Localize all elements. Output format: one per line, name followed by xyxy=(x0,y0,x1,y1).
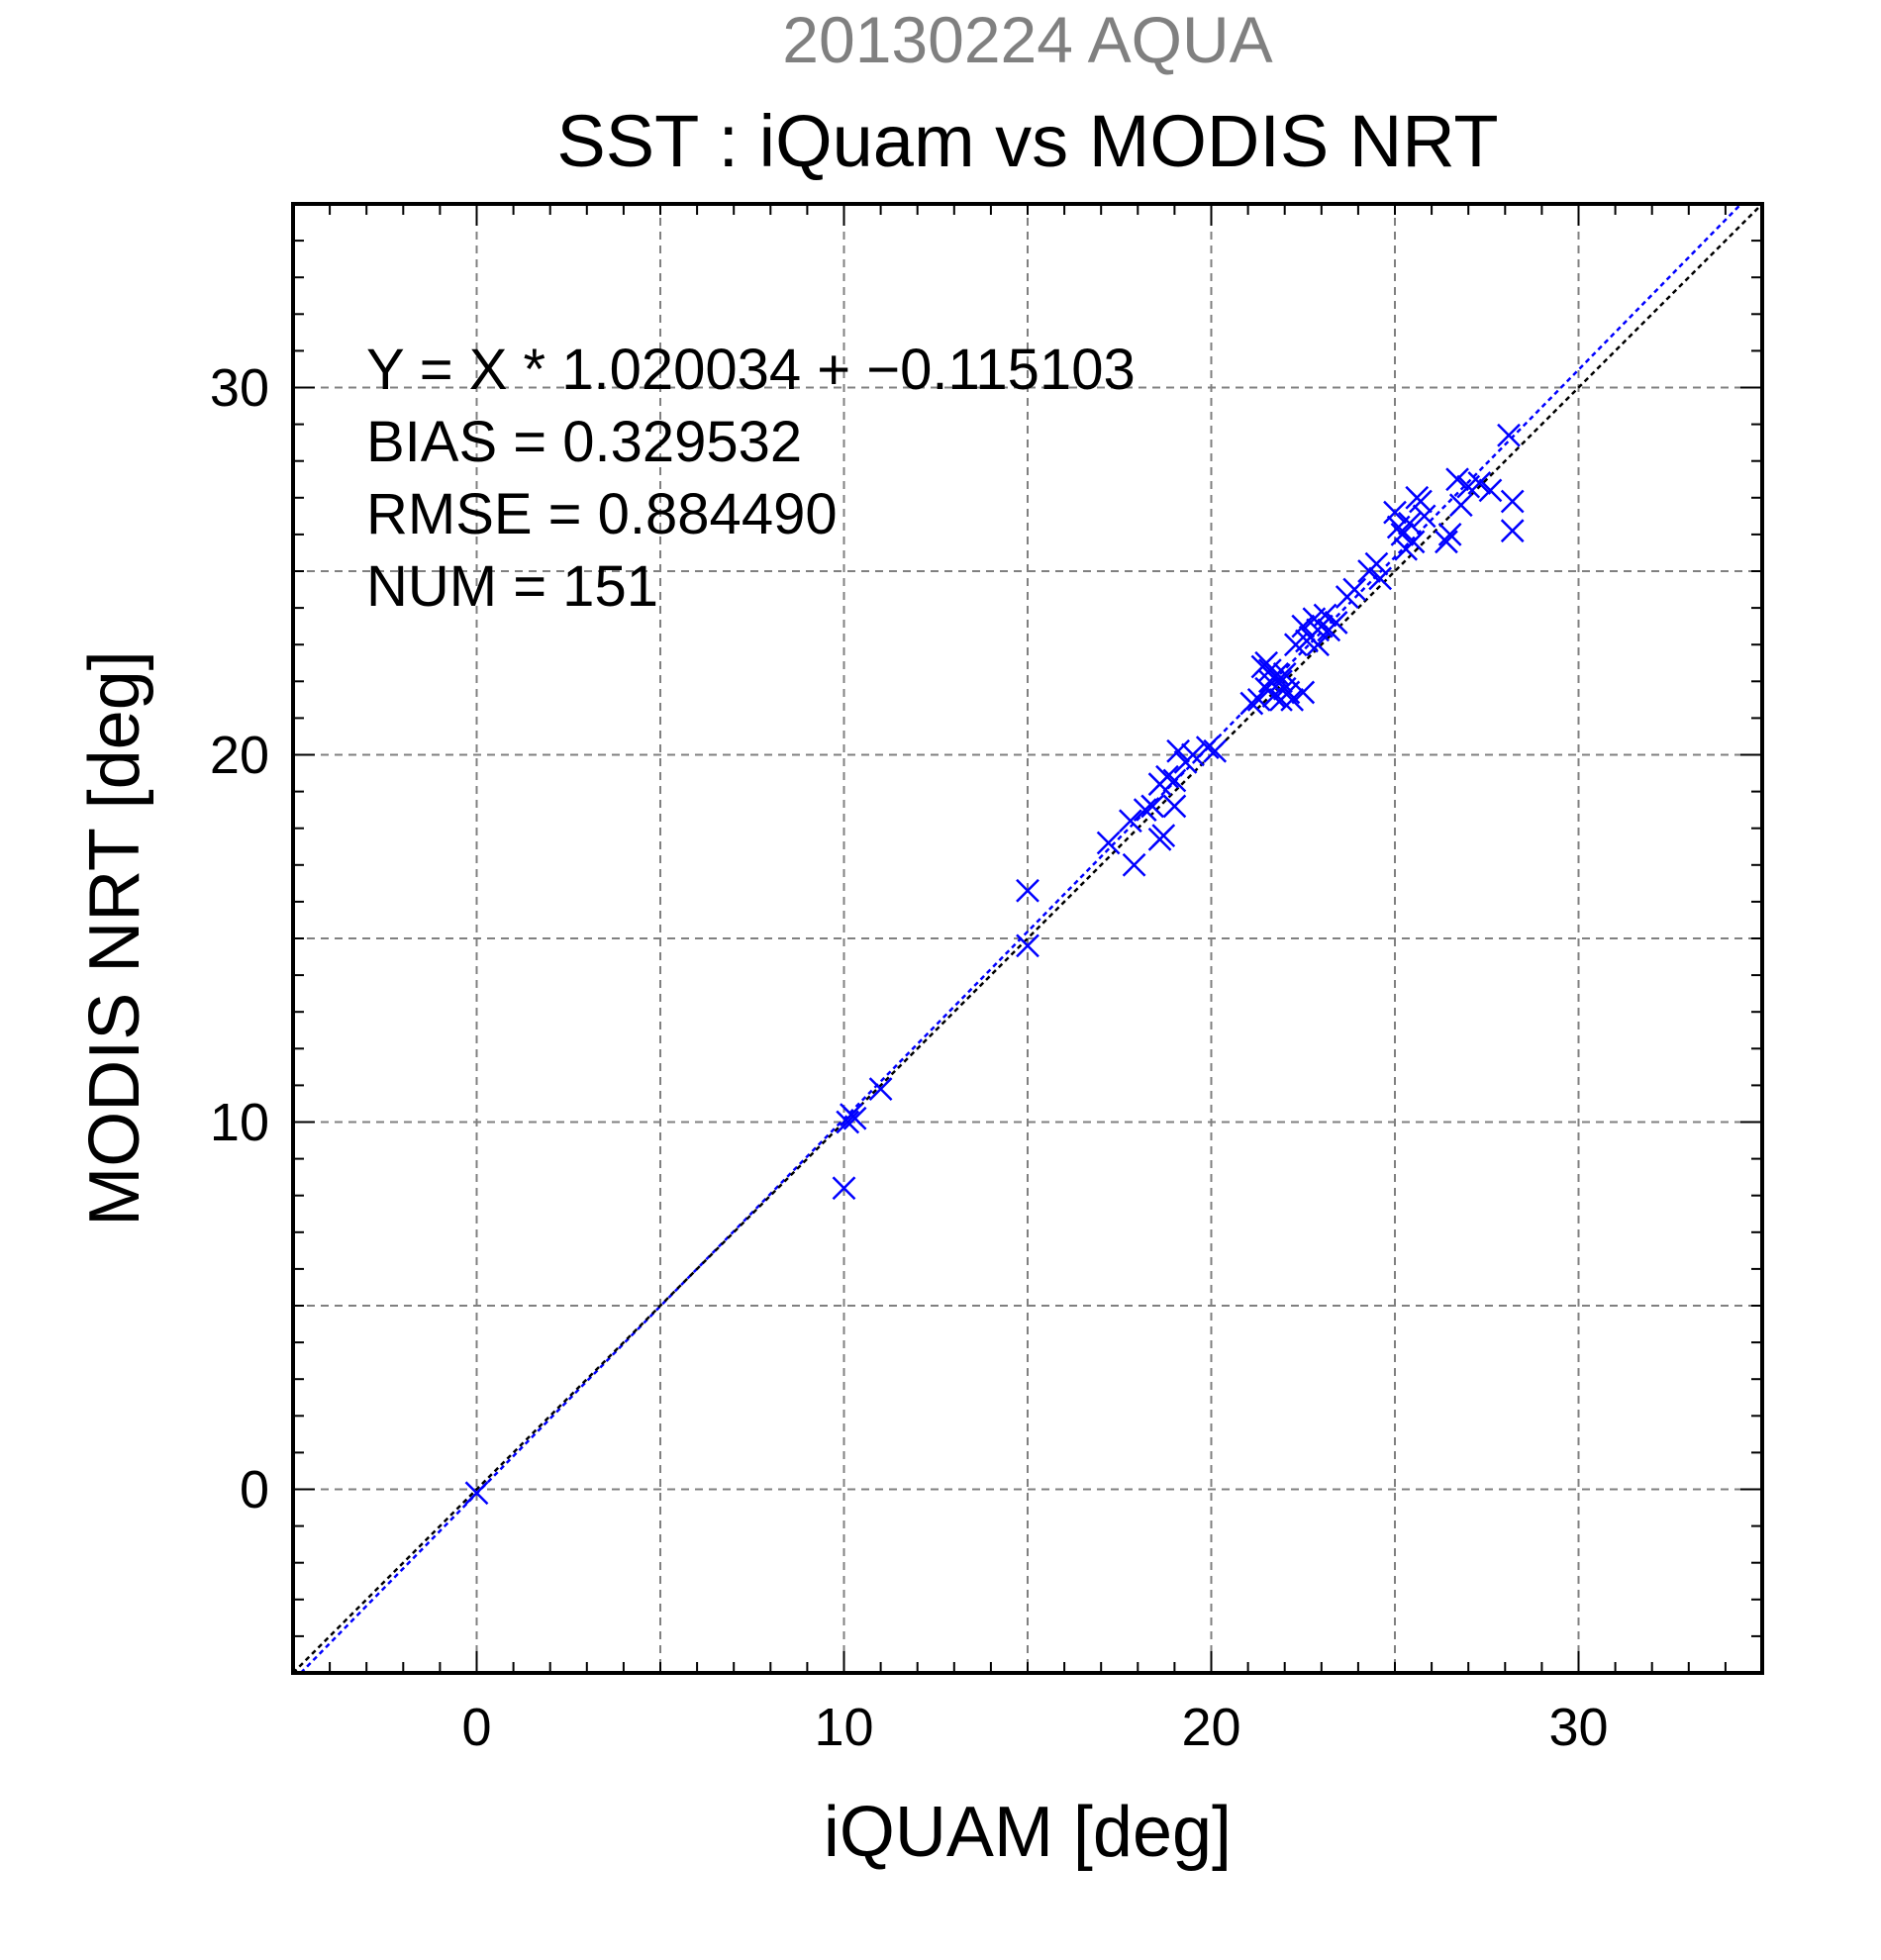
data-point xyxy=(1246,687,1271,712)
data-point xyxy=(1203,738,1228,763)
identity-line xyxy=(292,203,1763,1674)
data-point xyxy=(1265,661,1290,686)
y-axis-label: MODIS NRT [deg] xyxy=(75,650,154,1226)
chart-supertitle: 20130224 AQUA xyxy=(782,3,1272,76)
data-point xyxy=(1342,577,1367,602)
stats-num: NUM = 151 xyxy=(366,554,658,619)
chart-title: SST : iQuam vs MODIS NRT xyxy=(556,100,1498,182)
plot-frame xyxy=(291,202,1764,1675)
data-point xyxy=(1291,614,1316,638)
data-point xyxy=(1448,493,1473,518)
x-tick-label: 0 xyxy=(461,1698,491,1757)
data-point xyxy=(1324,611,1348,635)
data-point xyxy=(1397,511,1422,536)
data-point xyxy=(1096,831,1121,855)
data-point xyxy=(1383,500,1407,525)
data-point xyxy=(1016,933,1040,958)
data-point xyxy=(1390,523,1415,546)
data-point xyxy=(1162,794,1187,819)
data-point xyxy=(1368,566,1393,591)
data-point xyxy=(842,1106,867,1130)
data-point xyxy=(1313,603,1337,628)
data-point xyxy=(1195,735,1220,759)
x-tick-labels: 0 10 20 30 xyxy=(461,1698,1608,1757)
grid xyxy=(293,204,1762,1673)
stats-bias: BIAS = 0.329532 xyxy=(366,410,802,474)
data-point xyxy=(1500,489,1525,514)
x-tick-label: 30 xyxy=(1548,1698,1608,1757)
data-point xyxy=(868,1077,893,1101)
data-point xyxy=(1122,852,1146,877)
data-point xyxy=(1272,661,1297,686)
data-point xyxy=(1306,633,1330,657)
data-point xyxy=(1435,530,1458,554)
y-tick-label: 10 xyxy=(210,1093,269,1152)
data-point xyxy=(1497,423,1521,447)
data-point xyxy=(1118,809,1142,833)
data-point xyxy=(1133,798,1157,823)
data-point xyxy=(1166,738,1190,763)
data-point xyxy=(1364,551,1389,576)
y-tick-label: 20 xyxy=(210,726,269,785)
data-point xyxy=(1500,519,1525,543)
y-tick-label: 0 xyxy=(240,1460,269,1519)
data-point xyxy=(1280,687,1305,712)
stats-box: Y = X * 1.020034 + −0.115103 BIAS = 0.32… xyxy=(366,338,1136,619)
data-point xyxy=(1478,478,1503,503)
data-point xyxy=(1409,489,1433,514)
data-point xyxy=(1162,768,1187,793)
data-point xyxy=(1412,504,1436,529)
data-point xyxy=(1181,742,1205,767)
data-point xyxy=(1155,764,1179,789)
y-tick-label: 30 xyxy=(210,358,269,418)
data-point xyxy=(1445,467,1469,492)
data-point xyxy=(464,1481,489,1506)
data-point xyxy=(1151,824,1176,848)
data-point xyxy=(1140,794,1165,819)
y-tick-labels: 0 10 20 30 xyxy=(210,358,269,1519)
data-point xyxy=(1401,530,1426,554)
x-tick-label: 20 xyxy=(1181,1698,1240,1757)
data-point xyxy=(1291,680,1316,705)
data-point xyxy=(1261,684,1286,709)
data-point xyxy=(836,1110,860,1134)
x-axis-label: iQUAM [deg] xyxy=(824,1793,1232,1872)
data-point xyxy=(1467,471,1492,495)
stats-fit-equation: Y = X * 1.020034 + −0.115103 xyxy=(366,338,1136,402)
data-points xyxy=(464,423,1525,1506)
data-point xyxy=(1257,658,1282,683)
data-point xyxy=(1016,878,1040,903)
stats-rmse: RMSE = 0.884490 xyxy=(366,482,838,546)
data-point xyxy=(1437,523,1462,546)
x-tick-label: 10 xyxy=(814,1698,873,1757)
data-point xyxy=(832,1176,856,1201)
